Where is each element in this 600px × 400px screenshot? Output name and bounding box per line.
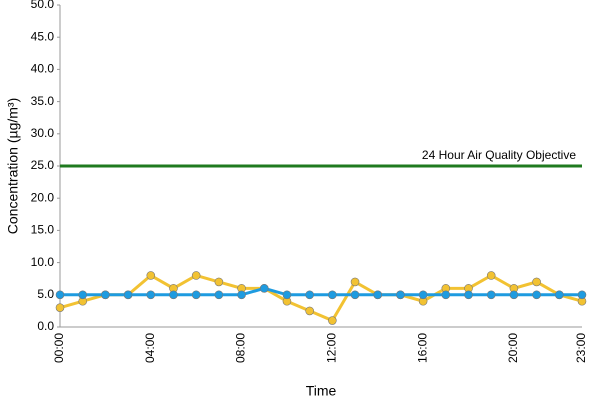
data-point <box>486 290 496 300</box>
x-tick-label: 23:00 <box>574 333 588 363</box>
y-tick-label: 35.0 <box>31 94 55 108</box>
data-point <box>509 290 519 300</box>
data-point <box>328 290 337 300</box>
data-point <box>305 290 314 300</box>
y-tick-label: 0.0 <box>37 319 54 333</box>
data-point <box>123 290 133 300</box>
y-tick-label: 5.0 <box>37 287 54 301</box>
data-point <box>78 290 87 300</box>
data-point <box>328 316 337 325</box>
data-point <box>191 271 201 280</box>
x-tick-label: 20:00 <box>506 333 520 363</box>
y-tick-label: 25.0 <box>31 158 55 172</box>
x-tick-label: 08:00 <box>234 333 248 363</box>
data-point <box>214 290 224 300</box>
data-point <box>101 290 110 300</box>
data-point <box>191 290 201 300</box>
y-tick-label: 30.0 <box>31 126 55 140</box>
data-point <box>237 290 246 300</box>
data-point <box>55 303 65 312</box>
x-axis-title: Time <box>306 383 337 399</box>
data-point <box>350 290 360 300</box>
data-point <box>282 290 292 300</box>
data-point <box>555 290 564 300</box>
data-point <box>418 290 428 300</box>
data-point <box>532 290 541 300</box>
data-point <box>396 290 405 300</box>
y-axis-title: Concentration (µg/m³) <box>5 98 21 234</box>
data-point <box>305 306 314 316</box>
x-tick-label: 12:00 <box>325 333 339 363</box>
x-tick-label: 00:00 <box>52 333 66 363</box>
data-point <box>146 271 156 280</box>
data-point <box>577 290 587 300</box>
data-point <box>464 290 473 300</box>
data-point <box>259 284 269 293</box>
series-line <box>59 273 583 323</box>
data-point <box>486 271 496 280</box>
y-tick-label: 40.0 <box>31 62 55 76</box>
data-point <box>532 277 541 287</box>
data-point <box>55 290 65 300</box>
y-tick-label: 20.0 <box>31 190 55 204</box>
y-tick-label: 45.0 <box>31 29 55 43</box>
series-line <box>60 286 582 297</box>
objective-label: 24 Hour Air Quality Objective <box>422 148 576 162</box>
x-tick-label: 16:00 <box>415 333 429 363</box>
y-tick-label: 15.0 <box>31 223 55 237</box>
data-point <box>214 277 224 287</box>
data-point <box>146 290 156 300</box>
data-point <box>441 290 451 300</box>
y-tick-label: 10.0 <box>31 255 55 269</box>
data-point <box>169 290 178 300</box>
y-tick-label: 50.0 <box>31 0 55 11</box>
data-point <box>373 290 383 300</box>
x-tick-label: 04:00 <box>143 333 157 363</box>
data-point <box>350 277 360 287</box>
